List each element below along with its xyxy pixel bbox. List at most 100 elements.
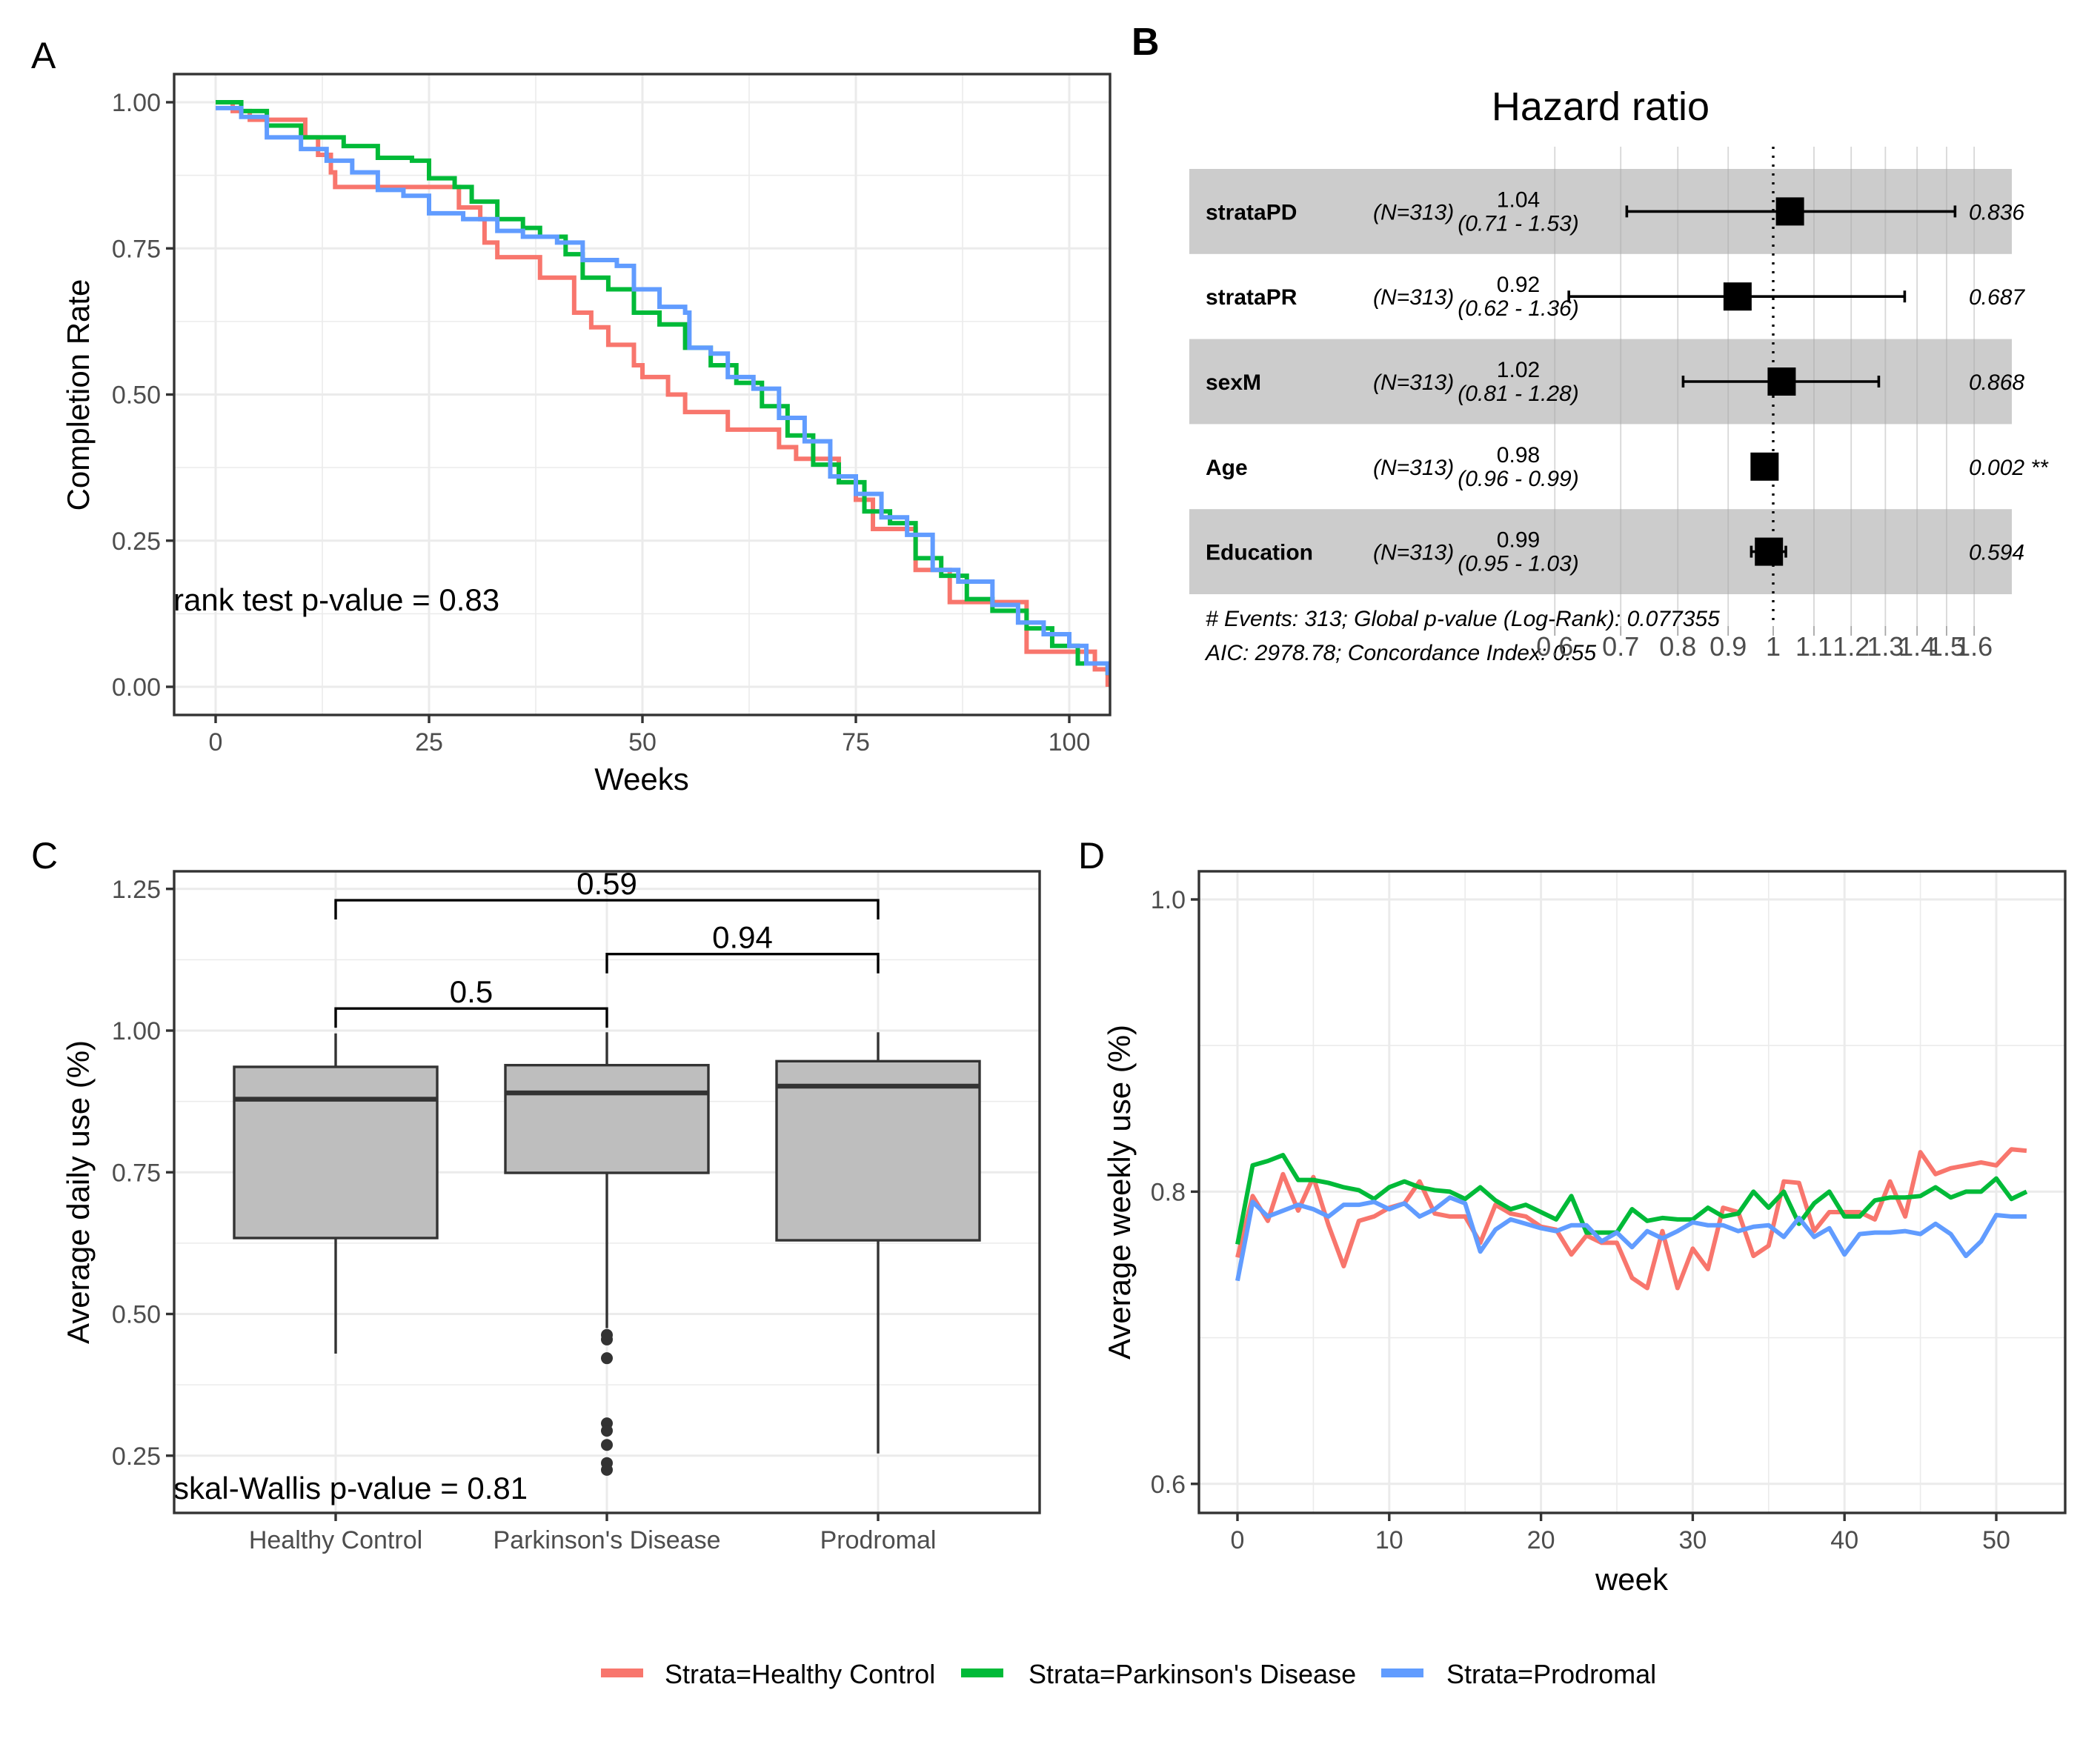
box-healthy-control (233, 1033, 439, 1354)
bracket-p-value: 0.5 (450, 974, 493, 1009)
panel-a-x-tick-label: 75 (842, 728, 870, 756)
legend-label-parkinsons-disease: Strata=Parkinson's Disease (1029, 1659, 1356, 1689)
panel-c-y-tick-label: 1.25 (112, 876, 161, 904)
panel-a-y-tick-label: 1.00 (112, 89, 161, 117)
forest-row-stripe (1189, 339, 2012, 425)
forest-hr-label: 1.02 (1497, 358, 1540, 382)
panel-d-axis-ticks: 0 10 20 30 40 50 0.6 0.8 1.0 (1151, 886, 2010, 1554)
panel-d-x-tick-label: 20 (1527, 1526, 1555, 1554)
forest-p-value: 0.594 (1969, 541, 2024, 565)
forest-x-tick-label: 0.8 (1659, 631, 1696, 662)
forest-point-estimate (1750, 452, 1779, 481)
forest-ci-label: (0.71 - 1.53) (1458, 211, 1578, 236)
forest-ci-label: (0.81 - 1.28) (1458, 382, 1578, 406)
weekly-line-healthy-control (1235, 1147, 2027, 1291)
panel-c-y-axis-title: Average daily use (%) (61, 1040, 96, 1344)
forest-point-estimate (1775, 197, 1804, 226)
panel-a-y-tick-label: 0.50 (112, 382, 161, 410)
forest-hr-label: 0.92 (1497, 273, 1540, 297)
panel-d-x-tick-label: 10 (1375, 1526, 1403, 1554)
forest-point-estimate (1723, 282, 1752, 311)
forest-x-tick-label: 1.1 (1795, 631, 1832, 662)
panel-c-kruskal-annotation: skal-Wallis p-value = 0.81 (173, 1471, 528, 1506)
box-prodromal (775, 1032, 981, 1454)
panel-a-logrank-annotation: rank test p-value = 0.83 (173, 582, 499, 617)
forest-x-tick-label: 0.9 (1709, 631, 1747, 662)
comparison-bracket: 0.5 (334, 974, 608, 1028)
legend-item-parkinsons-disease: Strata=Parkinson's Disease (961, 1659, 1356, 1689)
forest-row-age: Age (N=313) 0.98(0.96 - 0.99) 0.002 ** (1206, 443, 2049, 491)
forest-variable-label: Education (1206, 541, 1313, 565)
panel-c-label: C (31, 835, 58, 876)
legend-key-healthy-control (601, 1669, 643, 1677)
bracket-line (334, 899, 880, 920)
forest-n-label: (N=313) (1373, 370, 1454, 395)
forest-variable-label: sexM (1206, 370, 1261, 395)
panel-a-y-tick-label: 0.25 (112, 528, 161, 556)
panel-d-series (1235, 1147, 2028, 1291)
box-outlier (601, 1439, 613, 1451)
legend-key-parkinsons-disease (961, 1669, 1003, 1677)
weekly-line-prodromal (1235, 1195, 2027, 1282)
forest-x-tick-label: 1.4 (1898, 631, 1935, 662)
forest-variable-label: Age (1206, 456, 1248, 480)
panel-b-gridlines (1554, 147, 1976, 626)
forest-hr-label: 1.04 (1497, 187, 1540, 212)
box-iqr (233, 1065, 439, 1240)
bracket-p-value: 0.94 (712, 920, 773, 955)
forest-hr-label: 0.99 (1497, 528, 1540, 553)
panel-a-axis-ticks: 0 25 50 75 100 0.00 0.25 0.50 0.75 1.00 (112, 89, 1091, 756)
box-iqr (775, 1059, 981, 1242)
forest-p-value: 0.687 (1969, 285, 2025, 310)
forest-hr-label: 0.98 (1497, 443, 1540, 468)
panel-a-x-tick-label: 0 (209, 728, 223, 756)
forest-row-stratapd: strataPD (N=313) 1.04(0.71 - 1.53) 0.836 (1206, 187, 2024, 236)
forest-x-tick-label: 0.7 (1602, 631, 1639, 662)
forest-ci-label: (0.95 - 1.03) (1458, 552, 1578, 576)
forest-x-tick-label: 1.6 (1956, 631, 1993, 662)
panel-b-label: B (1132, 21, 1160, 64)
forest-ci-label: (0.96 - 0.99) (1458, 467, 1578, 491)
panel-b-forest-plot: B Hazard ratio strataPD (N=313) 1.04(0.71 … (1132, 21, 2049, 665)
km-curve-healthy-control (216, 100, 1110, 687)
panel-c-axis-ticks: 0.25 0.50 0.75 1.00 1.25 Healthy Control Parki… (112, 876, 937, 1554)
forest-ci-label: (0.62 - 1.36) (1458, 296, 1578, 321)
forest-row-education: Education (N=313) 0.99(0.95 - 1.03) 0.594 (1206, 528, 2024, 576)
legend-label-healthy-control: Strata=Healthy Control (665, 1659, 935, 1689)
panel-d-gridlines (1199, 871, 2065, 1513)
forest-x-tick-label: 1 (1766, 631, 1781, 662)
panel-c-y-tick-label: 0.75 (112, 1159, 161, 1187)
panel-a-series (216, 100, 1110, 687)
bracket-line (334, 1007, 608, 1028)
forest-n-label: (N=313) (1373, 456, 1454, 480)
forest-x-tick-label: 1.3 (1867, 631, 1904, 662)
panel-a-gridlines (174, 74, 1110, 715)
panel-a-label: A (31, 35, 56, 76)
panel-d-y-tick-label: 0.8 (1151, 1178, 1186, 1206)
box-outlier (601, 1352, 613, 1365)
legend-item-prodromal: Strata=Prodromal (1381, 1659, 1656, 1689)
panel-b-footer-events: # Events: 313; Global p-value (Log-Rank)… (1206, 607, 1720, 631)
forest-row-sexm: sexM (N=313) 1.02(0.81 - 1.28) 0.868 (1206, 358, 2024, 406)
forest-variable-label: strataPD (1206, 200, 1297, 224)
comparison-bracket: 0.94 (605, 920, 880, 974)
legend: Strata=Healthy Control Strata=Parkinson'… (601, 1659, 1656, 1689)
panel-d-x-axis-title: week (1595, 1562, 1669, 1597)
box-outlier (601, 1333, 613, 1345)
panel-c-boxplot: C 0.590.940.5 skal-Wallis p-value = 0.81… (31, 835, 1041, 1554)
panel-d-label: D (1078, 835, 1105, 876)
panel-a-y-tick-label: 0.75 (112, 235, 161, 263)
weekly-line-parkinson-s-disease (1235, 1153, 2028, 1245)
panel-d-y-axis-title: Average weekly use (%) (1102, 1025, 1137, 1360)
legend-item-healthy-control: Strata=Healthy Control (601, 1659, 935, 1689)
box-outlier (601, 1463, 613, 1476)
panel-d-x-tick-label: 30 (1678, 1526, 1707, 1554)
panel-c-x-tick-label: Prodromal (820, 1526, 937, 1554)
panel-a-x-tick-label: 25 (415, 728, 443, 756)
panel-c-x-tick-label: Parkinson's Disease (494, 1526, 721, 1554)
forest-point-estimate (1767, 367, 1796, 396)
forest-x-tick-label: 1.5 (1928, 631, 1965, 662)
panel-a-x-tick-label: 50 (628, 728, 657, 756)
forest-x-tick-label: 0.6 (1536, 631, 1573, 662)
